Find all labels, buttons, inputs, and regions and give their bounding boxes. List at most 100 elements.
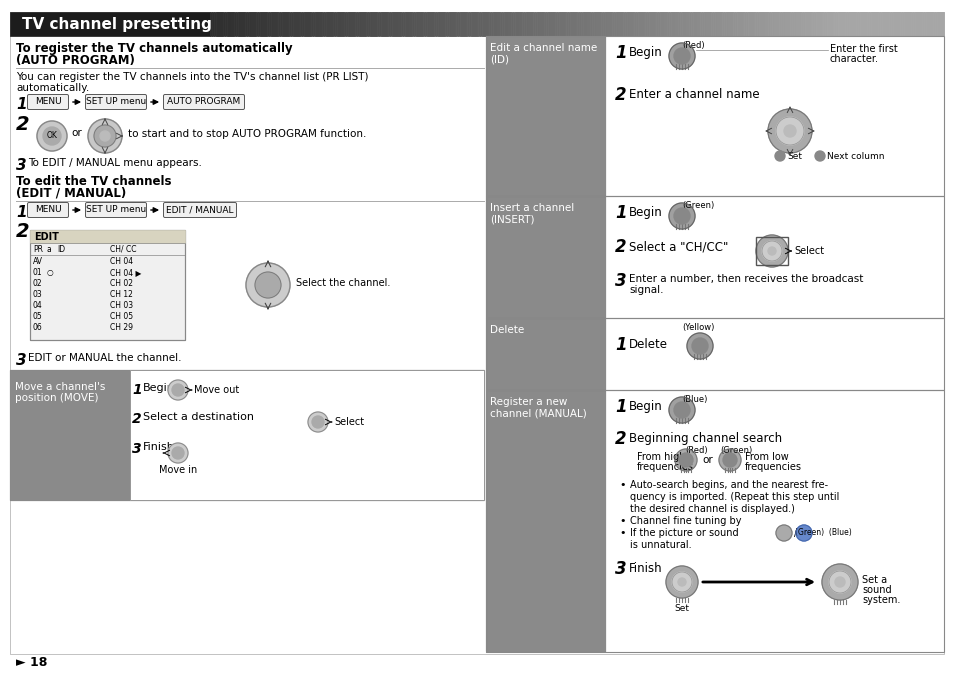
- Bar: [912, 12, 914, 36]
- Text: signal.: signal.: [628, 285, 662, 295]
- Bar: [509, 12, 511, 36]
- Text: EDIT / MANUAL: EDIT / MANUAL: [166, 205, 233, 215]
- Bar: [249, 12, 251, 36]
- Bar: [783, 12, 786, 36]
- Bar: [426, 12, 429, 36]
- Bar: [219, 12, 221, 36]
- Bar: [632, 12, 634, 36]
- Bar: [690, 12, 693, 36]
- Text: •: •: [618, 516, 625, 526]
- Bar: [549, 12, 551, 36]
- Bar: [932, 12, 934, 36]
- Text: SET UP menu: SET UP menu: [86, 98, 146, 106]
- Text: From high: From high: [637, 452, 685, 462]
- Bar: [226, 12, 229, 36]
- Bar: [720, 12, 721, 36]
- Text: or: or: [71, 128, 82, 138]
- Circle shape: [761, 241, 781, 261]
- Text: 3: 3: [615, 560, 626, 578]
- Circle shape: [814, 151, 824, 161]
- Bar: [130, 370, 483, 500]
- Bar: [369, 12, 372, 36]
- Bar: [255, 12, 258, 36]
- Text: Beginning channel search: Beginning channel search: [628, 432, 781, 445]
- Bar: [333, 12, 335, 36]
- Bar: [340, 12, 342, 36]
- Text: (Green)  (Blue): (Green) (Blue): [794, 528, 851, 537]
- Bar: [252, 12, 254, 36]
- Text: •: •: [618, 528, 625, 538]
- Bar: [569, 12, 572, 36]
- Bar: [846, 12, 848, 36]
- Text: 1: 1: [615, 398, 626, 416]
- Bar: [345, 12, 348, 36]
- Bar: [261, 12, 263, 36]
- Bar: [801, 12, 804, 36]
- Bar: [813, 12, 815, 36]
- Bar: [323, 12, 326, 36]
- Circle shape: [673, 402, 689, 418]
- Bar: [620, 12, 622, 36]
- Text: 3: 3: [16, 353, 27, 368]
- Bar: [450, 12, 453, 36]
- Bar: [916, 12, 918, 36]
- Circle shape: [246, 263, 290, 307]
- Bar: [279, 12, 282, 36]
- Bar: [461, 12, 463, 36]
- Text: From low: From low: [744, 452, 788, 462]
- Bar: [497, 12, 500, 36]
- Bar: [477, 12, 479, 36]
- Bar: [545, 12, 548, 36]
- Bar: [376, 12, 379, 36]
- Bar: [294, 12, 296, 36]
- Text: You can register the TV channels into the TV's channel list (PR LIST): You can register the TV channels into th…: [16, 72, 368, 82]
- Bar: [605, 390, 943, 652]
- Circle shape: [795, 525, 811, 541]
- Bar: [703, 12, 705, 36]
- Bar: [884, 12, 886, 36]
- Bar: [531, 12, 533, 36]
- Bar: [347, 12, 350, 36]
- Text: CH 02: CH 02: [110, 279, 132, 288]
- Bar: [529, 12, 531, 36]
- Bar: [914, 12, 916, 36]
- Text: (Yellow): (Yellow): [681, 323, 714, 332]
- FancyBboxPatch shape: [28, 203, 69, 217]
- Text: Finish: Finish: [628, 562, 662, 575]
- Bar: [906, 12, 908, 36]
- Bar: [872, 12, 874, 36]
- Bar: [392, 12, 394, 36]
- Bar: [210, 12, 213, 36]
- Bar: [535, 12, 537, 36]
- Text: Select: Select: [334, 417, 364, 427]
- Bar: [331, 12, 334, 36]
- Bar: [841, 12, 842, 36]
- Bar: [710, 12, 713, 36]
- Bar: [800, 12, 802, 36]
- Text: AUTO PROGRAM: AUTO PROGRAM: [167, 98, 240, 106]
- Bar: [743, 12, 745, 36]
- Bar: [501, 12, 503, 36]
- Bar: [511, 12, 513, 36]
- Bar: [325, 12, 328, 36]
- Bar: [456, 12, 457, 36]
- Bar: [299, 12, 302, 36]
- Bar: [517, 12, 520, 36]
- Bar: [819, 12, 821, 36]
- Bar: [30, 230, 185, 340]
- Bar: [485, 36, 943, 196]
- Bar: [547, 12, 549, 36]
- Bar: [274, 12, 276, 36]
- Bar: [698, 12, 700, 36]
- Bar: [666, 12, 669, 36]
- Bar: [659, 12, 661, 36]
- Bar: [247, 12, 249, 36]
- Bar: [811, 12, 813, 36]
- Text: CH 04: CH 04: [110, 257, 133, 266]
- Bar: [393, 12, 395, 36]
- Bar: [253, 12, 256, 36]
- Bar: [736, 12, 739, 36]
- Bar: [575, 12, 577, 36]
- Bar: [232, 12, 234, 36]
- Bar: [831, 12, 834, 36]
